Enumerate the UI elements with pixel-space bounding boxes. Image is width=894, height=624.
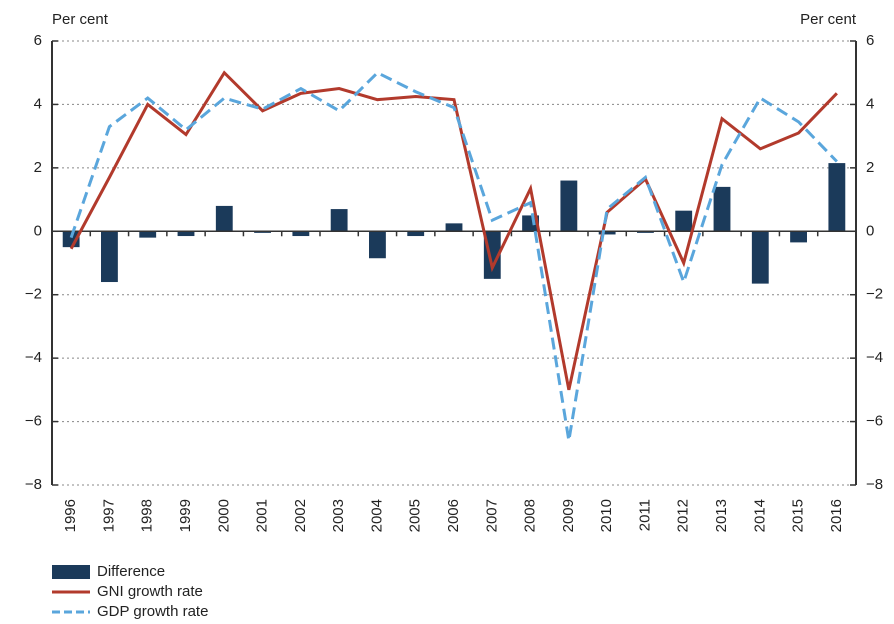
bar	[101, 231, 118, 283]
bar	[369, 231, 386, 259]
y2-tick-label: 6	[866, 32, 874, 49]
bar	[254, 231, 271, 233]
bar	[522, 215, 539, 232]
x-tick-label: 2016	[828, 499, 845, 532]
x-tick-label: 2015	[790, 499, 807, 532]
x-tick-label: 2013	[713, 499, 730, 532]
x-tick-label: 2014	[751, 499, 768, 532]
x-tick-label: 1997	[100, 499, 117, 532]
x-tick-label: 2005	[407, 499, 424, 532]
x-tick-label: 2003	[330, 499, 347, 532]
legend-label: GDP growth rate	[97, 603, 208, 620]
legend-label: Difference	[97, 563, 165, 580]
x-tick-label: 2001	[254, 499, 271, 532]
bar	[215, 205, 233, 232]
y-tick-label: −2	[25, 286, 42, 303]
y-tick-label: −8	[25, 476, 42, 493]
bar	[637, 231, 654, 233]
x-tick-label: 2006	[445, 499, 462, 532]
bar	[751, 231, 769, 284]
y2-tick-label: 4	[866, 95, 874, 112]
y2-tick-label: −4	[866, 349, 883, 366]
y2-tick-label: −2	[866, 286, 883, 303]
y-tick-label: 4	[34, 95, 42, 112]
x-tick-label: 2002	[292, 499, 309, 532]
bar	[330, 209, 348, 232]
y2-tick-label: 2	[866, 159, 874, 176]
y-tick-label: 6	[34, 32, 42, 49]
legend-label: GNI growth rate	[97, 583, 203, 600]
line-series	[69, 70, 838, 441]
bar	[675, 210, 693, 232]
y-tick-label: −6	[25, 413, 42, 430]
x-tick-label: 2000	[215, 499, 232, 532]
y-tick-label: −4	[25, 349, 42, 366]
y-tick-label: 2	[34, 159, 42, 176]
y2-tick-label: −8	[866, 476, 883, 493]
bar	[292, 231, 310, 237]
x-tick-label: 2009	[560, 499, 577, 532]
x-tick-label: 1996	[62, 499, 79, 532]
line-series	[69, 70, 838, 391]
y2-axis-label: Per cent	[800, 11, 857, 28]
y-tick-label: 0	[34, 222, 42, 239]
bar	[598, 231, 616, 235]
x-tick-label: 2010	[598, 499, 615, 532]
bar	[790, 231, 807, 243]
y-axis-label: Per cent	[52, 11, 109, 28]
legend-swatch	[52, 565, 90, 579]
bar	[713, 186, 731, 232]
bar	[177, 231, 195, 237]
bar	[407, 231, 425, 237]
x-tick-label: 1998	[139, 499, 156, 532]
y2-tick-label: −6	[866, 413, 883, 430]
x-tick-label: 2007	[483, 499, 500, 532]
x-tick-label: 2004	[368, 499, 385, 532]
y2-tick-label: 0	[866, 222, 874, 239]
bar	[445, 223, 463, 232]
bar	[828, 163, 846, 232]
x-tick-label: 2012	[675, 499, 692, 532]
x-tick-label: 2011	[636, 499, 653, 531]
bar	[139, 231, 157, 238]
x-tick-label: 1999	[177, 499, 194, 532]
bar	[560, 180, 578, 232]
x-tick-label: 2008	[522, 499, 539, 532]
